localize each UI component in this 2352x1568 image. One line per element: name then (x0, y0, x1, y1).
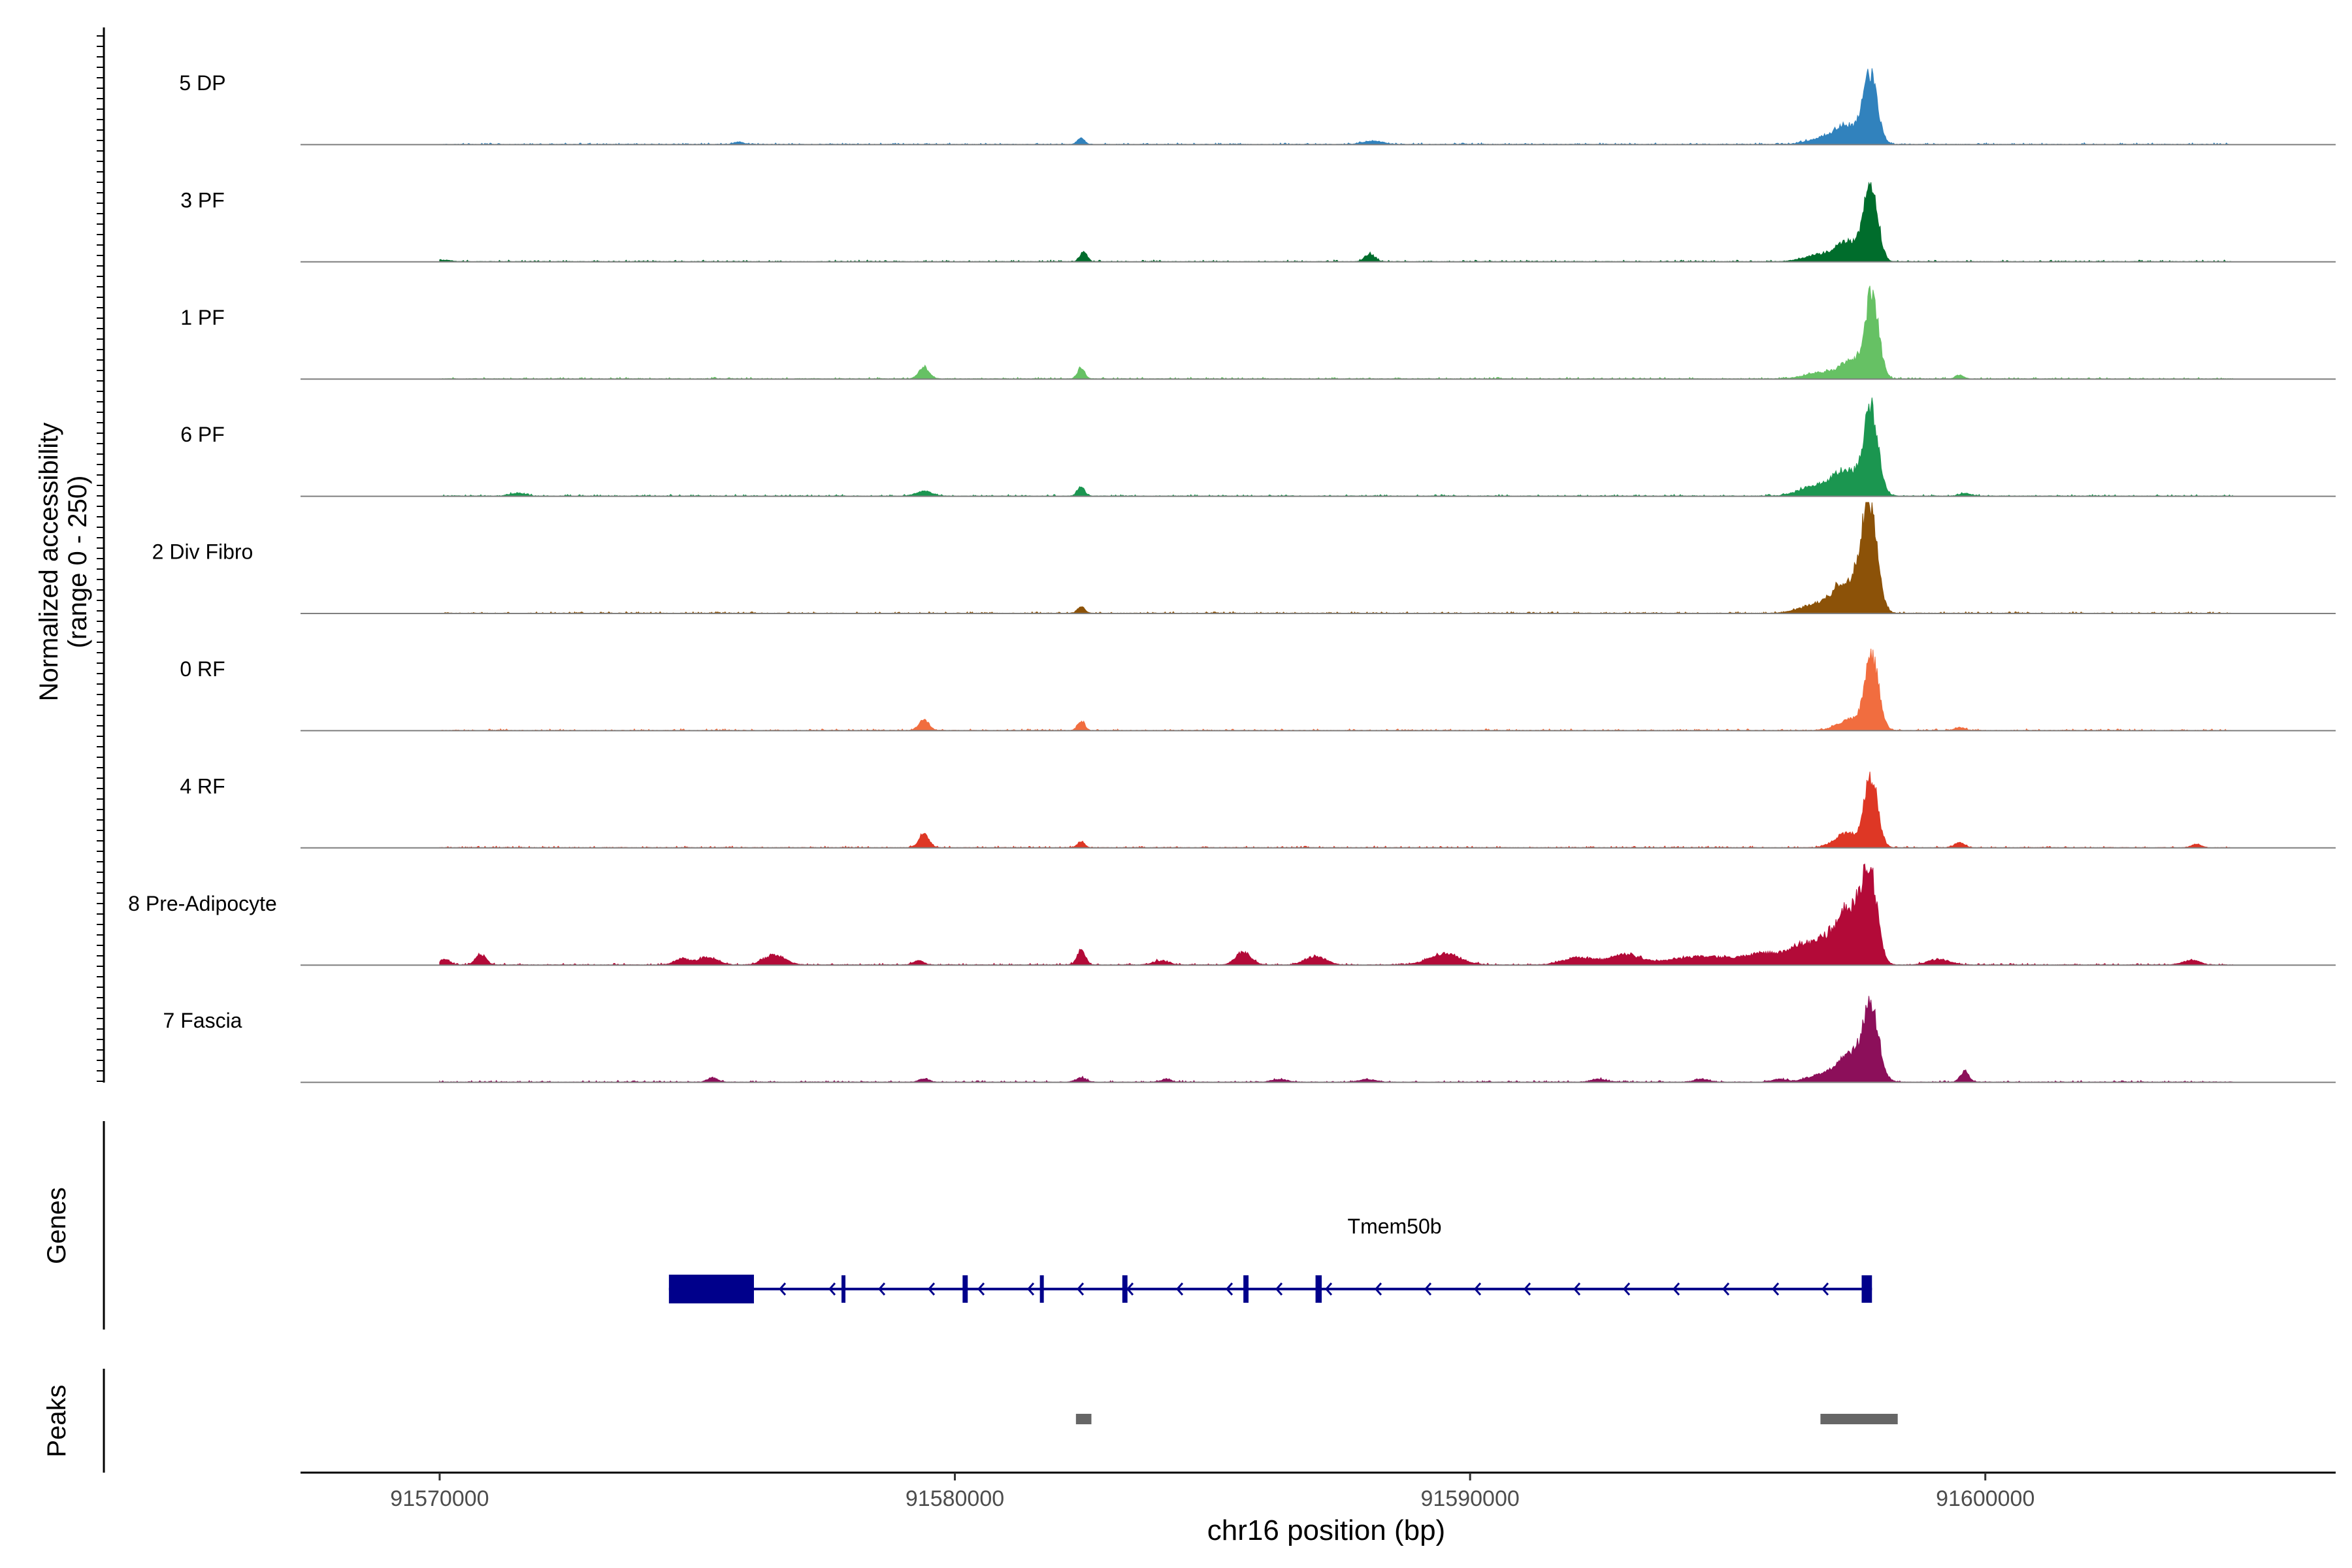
strand-chevron (1473, 1282, 1482, 1296)
strand-chevron (1424, 1282, 1432, 1296)
strand-chevron (1026, 1282, 1035, 1296)
track-3-pf: 3 PF (180, 181, 2336, 263)
strand-chevron (1324, 1282, 1333, 1296)
x-tick-label: 91570000 (390, 1486, 489, 1511)
x-tick-label: 91580000 (906, 1486, 1004, 1511)
peak-region (1820, 1414, 1898, 1424)
x-tick-label: 91600000 (1936, 1486, 2034, 1511)
x-tick-label: 91590000 (1420, 1486, 1519, 1511)
track-label: 6 PF (180, 423, 225, 446)
strand-chevron (828, 1282, 836, 1296)
gene-exon (1122, 1275, 1128, 1303)
x-axis-ticks: 91570000 91580000 91590000 91600000 (390, 1473, 2034, 1511)
track-label: 7 Fascia (163, 1009, 242, 1032)
coverage-y-axis (97, 27, 105, 1083)
strand-chevron (1821, 1282, 1829, 1296)
coverage-area (439, 863, 2233, 966)
gene-name-label: Tmem50b (1348, 1215, 1442, 1238)
peaks-panel-label: Peaks (42, 1384, 71, 1457)
strand-chevron (977, 1282, 985, 1296)
strand-chevron (1622, 1282, 1631, 1296)
strand-chevron (1672, 1282, 1680, 1296)
gene-exon (1315, 1275, 1322, 1303)
strand-chevron (877, 1282, 886, 1296)
strand-chevron (1225, 1282, 1233, 1296)
strand-chevron (1573, 1282, 1581, 1296)
strand-chevron (1126, 1282, 1134, 1296)
gene-exon (668, 1275, 754, 1303)
gene-track (668, 1275, 1872, 1303)
strand-chevron (1374, 1282, 1382, 1296)
x-axis-title: chr16 position (bp) (1207, 1514, 1445, 1546)
track-label: 3 PF (180, 188, 225, 212)
track-label: 0 RF (180, 657, 225, 681)
gene-exon (1861, 1275, 1872, 1303)
gene-exon (841, 1275, 846, 1303)
gene-exon (1243, 1275, 1249, 1303)
track-6-pf: 6 PF (180, 397, 2336, 497)
track-label: 5 DP (179, 71, 225, 95)
strand-chevron (1771, 1282, 1780, 1296)
track-8-pre-adipocyte: 8 Pre-Adipocyte (128, 863, 2336, 966)
track-5-dp: 5 DP (179, 68, 2336, 146)
strand-chevron (1175, 1282, 1184, 1296)
peak-region (1075, 1414, 1092, 1424)
track-label: 8 Pre-Adipocyte (128, 892, 277, 915)
track-2-div-fibro: 2 Div Fibro (152, 502, 2336, 614)
strand-chevron (1076, 1282, 1085, 1296)
track-label: 1 PF (180, 306, 225, 329)
gene-exon (962, 1275, 968, 1303)
track-label: 4 RF (180, 774, 225, 798)
strand-chevron (927, 1282, 936, 1296)
strand-chevron (1523, 1282, 1531, 1296)
coverage-y-axis-range: (range 0 - 250) (63, 476, 92, 649)
gene-exon (1039, 1275, 1044, 1303)
coverage-tracks: 5 DP 3 PF 1 PF 6 PF 2 Div Fibro 0 RF 4 RF 8 Pre… (128, 68, 2336, 1083)
coverage-y-axis-label: Normalized accessibility (35, 423, 63, 702)
track-1-pf: 1 PF (180, 286, 2336, 380)
strand-chevron (1275, 1282, 1283, 1296)
track-4-rf: 4 RF (180, 772, 2336, 849)
peak-regions (1075, 1414, 1898, 1424)
track-7-fascia: 7 Fascia (163, 996, 2336, 1083)
track-label: 2 Div Fibro (152, 540, 253, 564)
track-0-rf: 0 RF (180, 648, 2336, 732)
strand-chevron (778, 1282, 787, 1296)
genes-panel-label: Genes (42, 1187, 71, 1264)
coverage-y-ticks (97, 35, 104, 1082)
strand-chevron (1722, 1282, 1730, 1296)
